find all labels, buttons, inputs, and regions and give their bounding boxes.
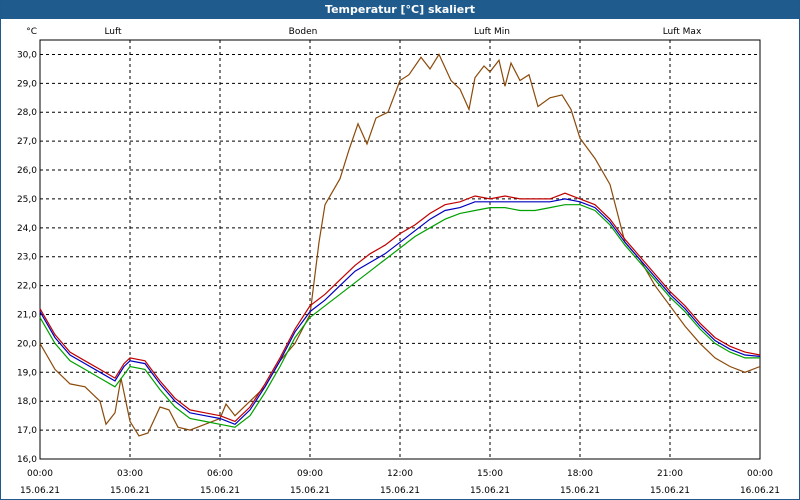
x-tick-time-label: 15:00 (477, 469, 503, 479)
x-tick-date-label: 15.06.21 (290, 486, 330, 496)
y-tick-label: 25,0 (17, 195, 37, 205)
y-tick-label: 24,0 (17, 224, 37, 234)
x-tick-date-label: 15.06.21 (650, 486, 690, 496)
x-tick-time-label: 03:00 (117, 469, 143, 479)
y-tick-label: 16,0 (17, 455, 37, 465)
y-tick-label: 30,0 (17, 50, 37, 60)
window-title: Temperatur [°C] skaliert (1, 1, 799, 19)
y-tick-label: 21,0 (17, 311, 37, 321)
y-axis-unit-label: °C (26, 27, 37, 37)
legend-luft-min: Luft Min (474, 27, 510, 37)
y-tick-label: 29,0 (17, 79, 37, 89)
x-tick-time-label: 00:00 (747, 469, 773, 479)
y-tick-label: 23,0 (17, 253, 37, 263)
y-tick-label: 20,0 (17, 339, 37, 349)
x-tick-time-label: 18:00 (567, 469, 593, 479)
x-tick-date-label: 15.06.21 (20, 486, 60, 496)
y-tick-label: 17,0 (17, 426, 37, 436)
legend-boden: Boden (289, 27, 318, 37)
y-tick-label: 22,0 (17, 282, 37, 292)
y-tick-label: 28,0 (17, 108, 37, 118)
x-tick-time-label: 09:00 (297, 469, 323, 479)
x-tick-time-label: 12:00 (387, 469, 413, 479)
y-tick-label: 19,0 (17, 368, 37, 378)
legend-luft-max: Luft Max (663, 27, 702, 37)
x-tick-date-label: 15.06.21 (380, 486, 420, 496)
series-line-luft (39, 198, 761, 425)
x-tick-time-label: 00:00 (27, 469, 53, 479)
y-tick-label: 18,0 (17, 397, 37, 407)
x-tick-date-label: 16.06.21 (740, 486, 780, 496)
y-tick-label: 26,0 (17, 166, 37, 176)
series-line-luft-min (39, 204, 760, 428)
x-tick-date-label: 15.06.21 (470, 486, 510, 496)
x-tick-time-label: 06:00 (207, 469, 233, 479)
legend-luft: Luft (104, 27, 122, 37)
series-line-luft-max (39, 192, 761, 423)
x-tick-date-label: 15.06.21 (200, 486, 240, 496)
x-tick-time-label: 21:00 (657, 469, 683, 479)
y-tick-label: 27,0 (17, 137, 37, 147)
x-tick-date-label: 15.06.21 (110, 486, 150, 496)
series-line-boden (39, 53, 761, 437)
x-tick-date-label: 15.06.21 (560, 486, 600, 496)
